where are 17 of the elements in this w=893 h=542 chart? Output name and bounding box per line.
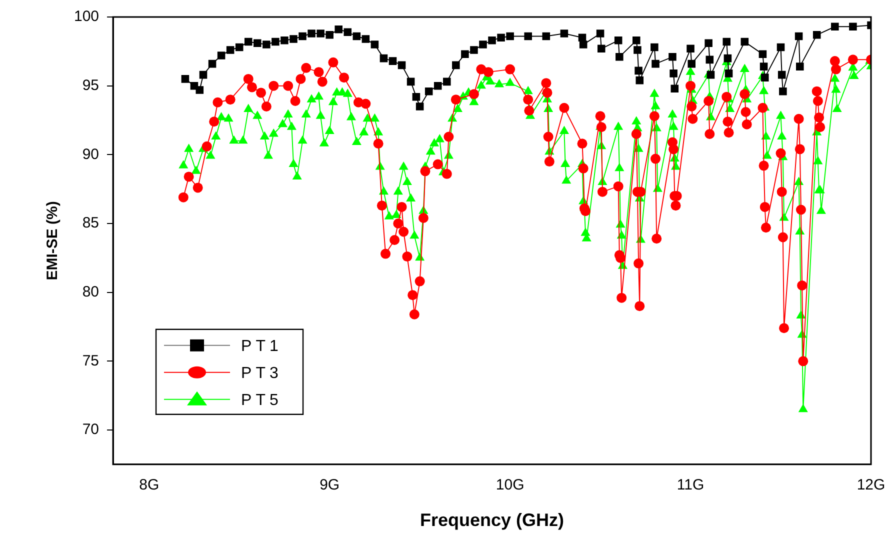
y-tick-label: 100 (74, 8, 100, 26)
legend-label: PT1 (241, 338, 282, 355)
x-tick-label: 12G (856, 476, 886, 494)
y-tick-label: 95 (82, 76, 100, 94)
y-tick-label: 70 (82, 421, 100, 438)
x-tick-label: 8G (139, 476, 160, 494)
y-tick-label: 80 (82, 283, 100, 300)
y-axis-title: EMI-SE (%) (44, 201, 62, 280)
y-tick-label: 90 (82, 146, 100, 163)
x-tick-label: 10G (496, 476, 524, 494)
x-tick-label: 11G (676, 476, 704, 494)
x-tick-label: 9G (320, 476, 340, 494)
x-axis-title: Frequency (GHz) (420, 510, 564, 530)
y-tick-label: 85 (82, 214, 100, 232)
legend-label: PT5 (241, 392, 282, 409)
legend-label: PT3 (241, 364, 282, 382)
y-tick-label: 75 (82, 352, 100, 370)
